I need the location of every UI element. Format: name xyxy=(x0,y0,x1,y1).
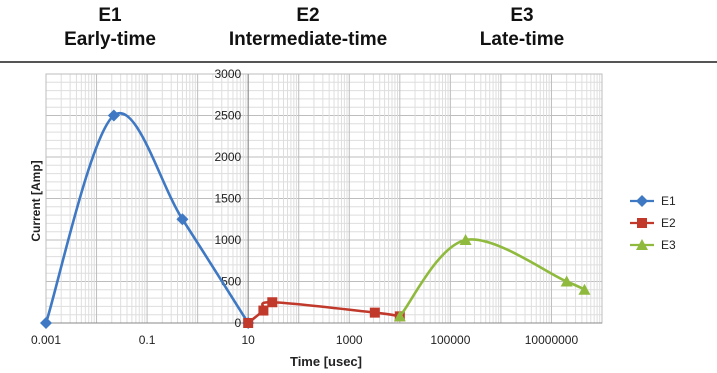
e2-name: Intermediate-time xyxy=(228,29,388,50)
e1-name: Early-time xyxy=(64,29,156,50)
legend-marker-e2 xyxy=(637,218,647,228)
e3-code: E3 xyxy=(510,5,534,26)
y-tick-label: 1000 xyxy=(214,233,241,247)
y-tick-label: 3000 xyxy=(214,67,241,81)
data-point-e3 xyxy=(393,310,406,322)
data-point-e2 xyxy=(267,297,278,308)
e1-header: E1 Early-time xyxy=(40,4,180,52)
y-tick-label: 2500 xyxy=(214,109,241,123)
data-point-e1 xyxy=(107,109,120,122)
data-point-e1 xyxy=(40,317,52,329)
y-tick-label: 1500 xyxy=(214,192,241,206)
data-point-e1 xyxy=(176,213,189,226)
x-tick-label: 1000 xyxy=(336,333,363,347)
y-tick-label: 500 xyxy=(221,275,241,289)
series-line-e3 xyxy=(398,238,586,318)
axes: 0 500 1000 1500 2000 2500 3000 0.001 0.1 10 1000 10… xyxy=(31,67,602,347)
y-tick-label: 0 xyxy=(234,316,241,330)
legend-label-e3: E3 xyxy=(661,238,676,252)
x-tick-label: 0.001 xyxy=(31,333,61,347)
y-tick-label: 2000 xyxy=(214,150,241,164)
e2-code: E2 xyxy=(296,5,320,26)
data-point-e3 xyxy=(578,283,591,295)
x-tick-label: 10 xyxy=(242,333,256,347)
data-point-e2 xyxy=(243,318,254,328)
legend-label-e2: E2 xyxy=(661,216,676,230)
x-tick-label: 100000 xyxy=(430,333,470,347)
legend-label-e1: E1 xyxy=(661,194,676,208)
legend: E1 E2 E3 xyxy=(630,194,676,252)
x-tick-label: 10000000 xyxy=(525,333,579,347)
legend-marker-e3 xyxy=(636,239,648,250)
data-point-e2 xyxy=(369,307,380,318)
grid xyxy=(45,73,603,324)
x-tick-label: 0.1 xyxy=(139,333,156,347)
data-point-e2 xyxy=(258,305,269,316)
header-divider xyxy=(0,61,717,63)
x-axis-label: Time [usec] xyxy=(290,354,362,369)
e3-name: Late-time xyxy=(479,29,565,50)
e1-code: E1 xyxy=(98,5,122,26)
series-line-e1 xyxy=(44,112,250,324)
data-point-e3 xyxy=(459,234,472,245)
series xyxy=(40,109,591,329)
legend-marker-e1 xyxy=(636,195,648,207)
data-point-e3 xyxy=(560,275,573,287)
e3-header: E3 Late-time xyxy=(452,4,592,52)
y-axis-label: Current [Amp] xyxy=(29,160,43,241)
e2-header: E2 Intermediate-time xyxy=(208,4,408,52)
